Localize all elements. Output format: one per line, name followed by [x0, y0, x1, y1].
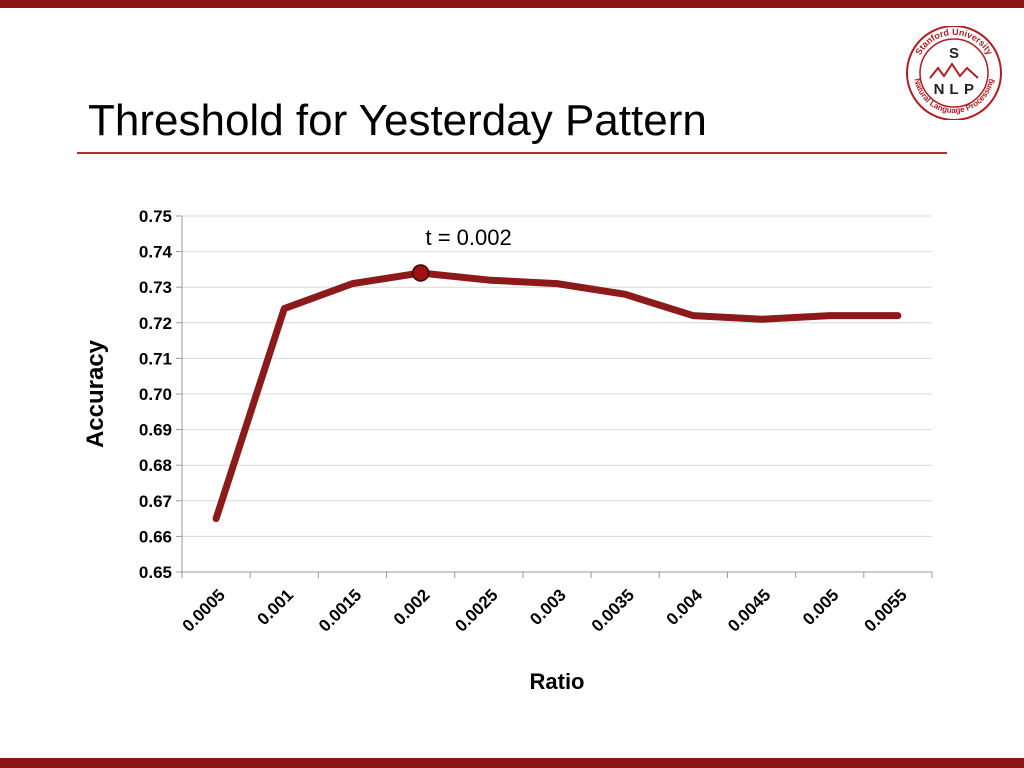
x-tick-label: 0.003	[526, 585, 570, 629]
y-tick-label: 0.75	[139, 207, 172, 226]
x-tick-label: 0.0015	[315, 585, 365, 635]
y-tick-label: 0.67	[139, 492, 172, 511]
title-divider	[77, 152, 947, 154]
x-tick-label: 0.0025	[451, 585, 501, 635]
x-tick-label: 0.005	[799, 585, 843, 629]
x-axis-title: Ratio	[530, 669, 585, 694]
y-tick-label: 0.65	[139, 563, 172, 582]
x-tick-label: 0.0005	[179, 585, 229, 635]
x-tick-label: 0.002	[390, 585, 434, 629]
y-tick-label: 0.69	[139, 421, 172, 440]
accuracy-series-line	[212, 269, 902, 523]
data-point	[894, 312, 901, 319]
y-tick-label: 0.71	[139, 349, 172, 368]
data-point	[826, 312, 833, 319]
data-point	[690, 312, 697, 319]
x-tick-label: 0.001	[254, 585, 298, 629]
x-tick-label: 0.0035	[588, 585, 638, 635]
svg-text:S: S	[949, 45, 959, 62]
data-point	[485, 277, 492, 284]
data-point	[281, 305, 288, 312]
y-tick-label: 0.68	[139, 456, 172, 475]
x-tick-label: 0.0045	[724, 585, 774, 635]
x-tick-label: 0.0055	[861, 585, 911, 635]
data-point	[554, 280, 560, 287]
svg-text:N: N	[934, 81, 945, 98]
threshold-marker	[411, 264, 430, 282]
y-tick-label: 0.74	[139, 243, 173, 262]
data-point	[758, 316, 765, 323]
y-tick-label: 0.73	[139, 278, 172, 297]
data-point	[213, 515, 220, 522]
threshold-annotation: t = 0.002	[426, 225, 512, 250]
top-accent-bar	[0, 0, 1024, 8]
bottom-accent-bar	[0, 758, 1024, 768]
y-axis-title: Accuracy	[82, 339, 109, 448]
x-tick-label: 0.004	[663, 585, 707, 629]
stanford-nlp-logo: Stanford University Natural Language Pro…	[906, 26, 1002, 120]
svg-text:L: L	[949, 81, 958, 98]
svg-text:P: P	[964, 81, 974, 98]
data-point	[622, 291, 629, 298]
y-tick-label: 0.72	[139, 314, 172, 333]
y-tick-label: 0.66	[139, 527, 172, 546]
y-tick-label: 0.70	[139, 385, 172, 404]
slide-title: Threshold for Yesterday Pattern	[88, 96, 707, 145]
data-point	[349, 280, 356, 287]
